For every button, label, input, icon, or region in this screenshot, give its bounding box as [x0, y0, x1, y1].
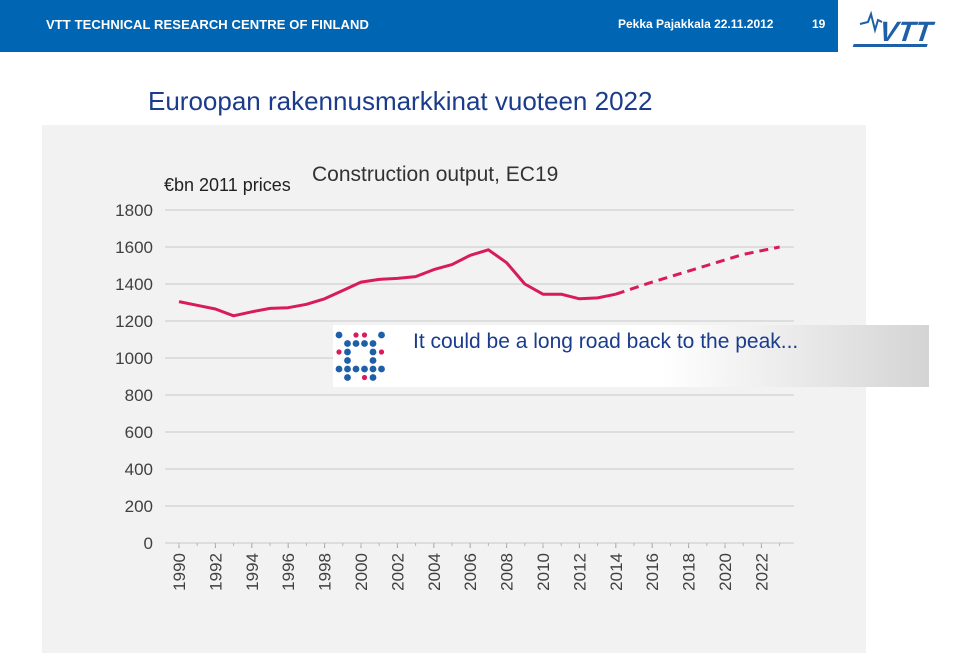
pattern-dot [361, 340, 368, 347]
y-tick-label: 200 [125, 497, 153, 516]
y-tick-label: 1200 [115, 312, 153, 331]
slide-header: VTT TECHNICAL RESEARCH CENTRE OF FINLAND… [0, 0, 960, 52]
x-tick-label: 1996 [279, 553, 298, 591]
x-tick-label: 2008 [498, 553, 517, 591]
pattern-dot [369, 374, 377, 381]
slide-title: Euroopan rakennusmarkkinat vuoteen 2022 [148, 86, 653, 116]
vtt-logo-graphic: VTT [852, 10, 938, 48]
pattern-dot [369, 340, 377, 347]
x-tick-label: 2004 [425, 553, 444, 591]
pattern-dot [369, 365, 377, 373]
author-date: Pekka Pajakkala 22.11.2012 [618, 17, 774, 31]
pattern-dot [352, 365, 360, 373]
x-tick-label: 2020 [716, 553, 735, 591]
pattern-dot [353, 332, 359, 338]
x-tick-label: 1994 [243, 553, 262, 591]
pattern-dot [361, 332, 368, 338]
callout-text: It could be a long road back to the peak… [413, 330, 799, 353]
x-tick-label: 2016 [643, 553, 662, 591]
pattern-dot [369, 348, 377, 356]
pattern-dot [378, 365, 385, 373]
page-number: 19 [812, 17, 826, 31]
y-tick-label: 1600 [115, 238, 153, 257]
pattern-dot [361, 374, 368, 381]
x-tick-label: 2010 [534, 553, 553, 591]
x-tick-label: 2012 [570, 553, 589, 591]
pattern-dot [335, 331, 343, 339]
y-tick-label: 1000 [115, 349, 153, 368]
callout-banner: It could be a long road back to the peak… [333, 325, 929, 387]
x-tick-label: 2018 [680, 553, 699, 591]
chart-panel: 0 200 400 600 800 1000 1200 1400 1600 1800 1990 199… [42, 125, 866, 653]
pattern-dot [378, 349, 385, 355]
pattern-dot [344, 340, 351, 347]
line-chart: 0 200 400 600 800 1000 1200 1400 1600 1800 1990 199… [115, 163, 794, 591]
pattern-dot [336, 349, 342, 355]
x-tick-label: 2014 [607, 553, 626, 591]
callout-background [333, 325, 929, 387]
y-tick-label: 1400 [115, 275, 153, 294]
y-tick-label: 0 [144, 534, 153, 553]
y-tick-label: 1800 [115, 201, 153, 220]
svg-text:VTT: VTT [874, 17, 937, 48]
x-tick-label: 1992 [206, 553, 225, 591]
dot-pattern-icon [335, 331, 385, 381]
pattern-dot [361, 365, 368, 373]
y-axis-label: €bn 2011 prices [164, 175, 291, 195]
vtt-logo: VTT [838, 0, 960, 52]
x-tick-label: 1990 [170, 553, 189, 591]
header-bar [0, 0, 838, 52]
x-tick-label: 2000 [352, 553, 371, 591]
org-name: VTT TECHNICAL RESEARCH CENTRE OF FINLAND [46, 17, 369, 32]
pattern-dot [378, 331, 385, 339]
y-tick-label: 600 [125, 423, 153, 442]
x-tick-label: 2022 [752, 553, 771, 591]
x-tick-label: 2002 [388, 553, 407, 591]
pattern-dot [344, 374, 351, 381]
pattern-dot [335, 365, 343, 373]
forecast-line [615, 245, 780, 296]
pattern-dot [352, 340, 360, 347]
y-tick-label: 400 [125, 460, 153, 479]
pattern-dot [369, 357, 377, 364]
x-tick-label: 1998 [316, 553, 335, 591]
actual-line [178, 248, 617, 318]
x-tick-label: 2006 [461, 553, 480, 591]
chart-title: Construction output, EC19 [312, 163, 558, 186]
pattern-dot [344, 365, 351, 373]
pattern-dot [344, 357, 351, 364]
y-tick-label: 800 [125, 386, 153, 405]
pattern-dot [344, 348, 351, 356]
